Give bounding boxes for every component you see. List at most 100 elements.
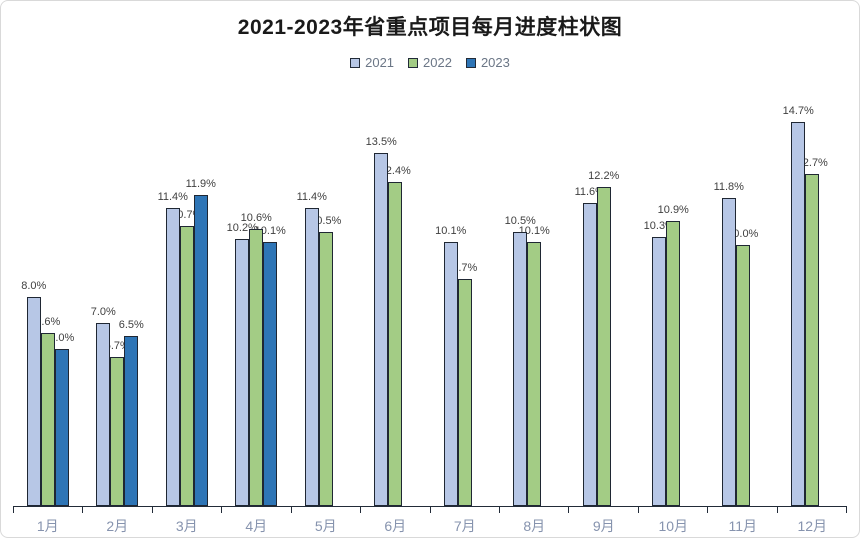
bar-slot-2022: 12.7%	[797, 107, 828, 506]
bar-2022	[805, 173, 820, 506]
data-label-2023: 6.0%	[49, 332, 75, 345]
x-axis-label-8月: 8月	[523, 518, 546, 534]
axis-tick	[360, 507, 429, 513]
data-label-2022: 8.7%	[452, 261, 478, 274]
data-label-2021: 11.8%	[713, 180, 744, 193]
bar-slot-2023: 6.5%	[119, 107, 144, 506]
bar-slot-2021: 8.0%	[21, 107, 46, 506]
bar-slot-2021: 11.4%	[297, 107, 327, 506]
legend-label: 2023	[480, 55, 510, 70]
legend-label: 2021	[365, 55, 395, 70]
bar-2021	[235, 239, 250, 506]
bar-slot-2022: 5.7%	[105, 107, 130, 506]
bar-slot-2023: 6.0%	[49, 107, 74, 506]
bar-slot-2022: 10.7%	[171, 107, 202, 506]
bar-group-3月: 11.4% 10.7% 11.9%	[152, 107, 222, 506]
bar-group-7月: 10.1% 8.7%	[430, 107, 500, 506]
plot-area: 8.0% 6.6% 6.0% 7.0% 5.7% 6.5% 11.4% 10.7% 11.9% 1…	[13, 105, 847, 507]
bar-group-2月: 7.0% 5.7% 6.5%	[83, 107, 153, 506]
x-axis-label-1月: 1月	[36, 518, 59, 534]
bar-2021	[26, 296, 41, 506]
bar-slot-2021: 11.8%	[714, 107, 744, 506]
bar-2021	[96, 323, 111, 506]
bar-slot-2023	[333, 107, 347, 506]
bar-2021	[304, 207, 319, 506]
bar-group-11月: 11.8% 10.0%	[708, 107, 778, 506]
bar-2021	[165, 207, 180, 506]
x-axis-label-5月: 5月	[314, 518, 337, 534]
bar-slot-2021: 10.5%	[505, 107, 536, 506]
data-label-2023: 11.9%	[185, 177, 216, 190]
bar-2022	[179, 226, 194, 506]
data-label-2021: 10.5%	[504, 214, 536, 227]
bar-2021	[582, 202, 597, 506]
bar-slot-2022: 10.0%	[727, 107, 758, 506]
data-label-2021: 8.0%	[21, 279, 47, 292]
axis-tick	[498, 507, 568, 513]
data-label-2021: 11.4%	[296, 190, 327, 203]
bar-group-6月: 13.5% 12.4%	[361, 107, 431, 506]
x-axis-label-12月: 12月	[797, 518, 828, 534]
bar-slot-2023	[541, 107, 555, 506]
bar-2023	[263, 241, 278, 506]
bar-slot-2021: 13.5%	[366, 107, 397, 506]
bar-2022	[735, 244, 750, 506]
bar-2021	[513, 231, 528, 506]
axis-tick	[82, 507, 151, 513]
bar-group-4月: 10.2% 10.6% 10.1%	[222, 107, 292, 506]
bar-slot-2023	[472, 107, 486, 506]
data-label-2022: 10.6%	[240, 211, 272, 224]
legend-swatch-2023	[465, 57, 476, 68]
x-axis-label-10月: 10月	[658, 518, 689, 534]
axis-tick	[568, 507, 637, 513]
data-label-2021: 7.0%	[90, 306, 116, 318]
axis-tick	[707, 507, 776, 513]
axis-tick	[637, 507, 707, 513]
bar-2021	[652, 236, 667, 506]
bar-2023	[193, 194, 208, 506]
bar-slot-2022: 6.6%	[35, 107, 60, 506]
bar-group-10月: 10.3% 10.9%	[639, 107, 709, 506]
legend-swatch-2022	[408, 57, 419, 68]
axis-tick	[290, 507, 360, 513]
legend-label: 2022	[423, 55, 452, 70]
bar-slot-2022: 12.2%	[588, 107, 619, 506]
bar-slot-2022: 10.9%	[658, 107, 689, 506]
bar-slot-2023	[680, 107, 694, 506]
bar-2023	[124, 336, 139, 506]
x-axis-label-3月: 3月	[175, 518, 198, 534]
axis-tick	[429, 507, 499, 513]
bar-slot-2022: 10.1%	[519, 107, 550, 506]
bar-slot-2021: 10.2%	[227, 107, 258, 506]
x-axis-labels: 1月 2月 3月 4月 5月 6月 7月 8月 9月 10月 11月 12月	[13, 513, 847, 536]
bar-slot-2022: 10.6%	[241, 107, 272, 506]
bar-slot-2023	[750, 107, 764, 506]
bar-slot-2023: 11.9%	[186, 107, 216, 506]
x-axis-label-9月: 9月	[592, 518, 615, 534]
bar-group-8月: 10.5% 10.1%	[500, 107, 570, 506]
bar-2023	[54, 349, 69, 506]
chart-legend: 2021 2022 2023	[1, 55, 859, 70]
bar-group-5月: 11.4% 10.5%	[291, 107, 361, 506]
bar-2022	[318, 231, 333, 506]
bar-slot-2021: 11.4%	[158, 107, 188, 506]
bar-2021	[374, 153, 389, 506]
bar-slot-2021: 10.3%	[644, 107, 675, 506]
x-axis-label-7月: 7月	[453, 518, 476, 534]
bar-2021	[791, 121, 806, 506]
legend-item-2023: 2023	[465, 55, 510, 70]
bar-2021	[443, 241, 458, 506]
legend-item-2021: 2021	[350, 55, 394, 70]
x-axis-label-4月: 4月	[245, 518, 268, 534]
legend-swatch-2021	[350, 57, 361, 68]
bar-2022	[666, 221, 681, 506]
bar-group-9月: 11.6% 12.2%	[569, 107, 639, 506]
axis-tick	[13, 507, 82, 513]
bar-slot-2022: 12.4%	[380, 107, 411, 506]
axis-tick	[151, 507, 221, 513]
bar-slot-2021: 14.7%	[783, 105, 814, 506]
bar-2021	[721, 197, 736, 506]
data-label-2022: 10.9%	[657, 204, 689, 217]
legend-item-2022: 2022	[408, 55, 452, 70]
